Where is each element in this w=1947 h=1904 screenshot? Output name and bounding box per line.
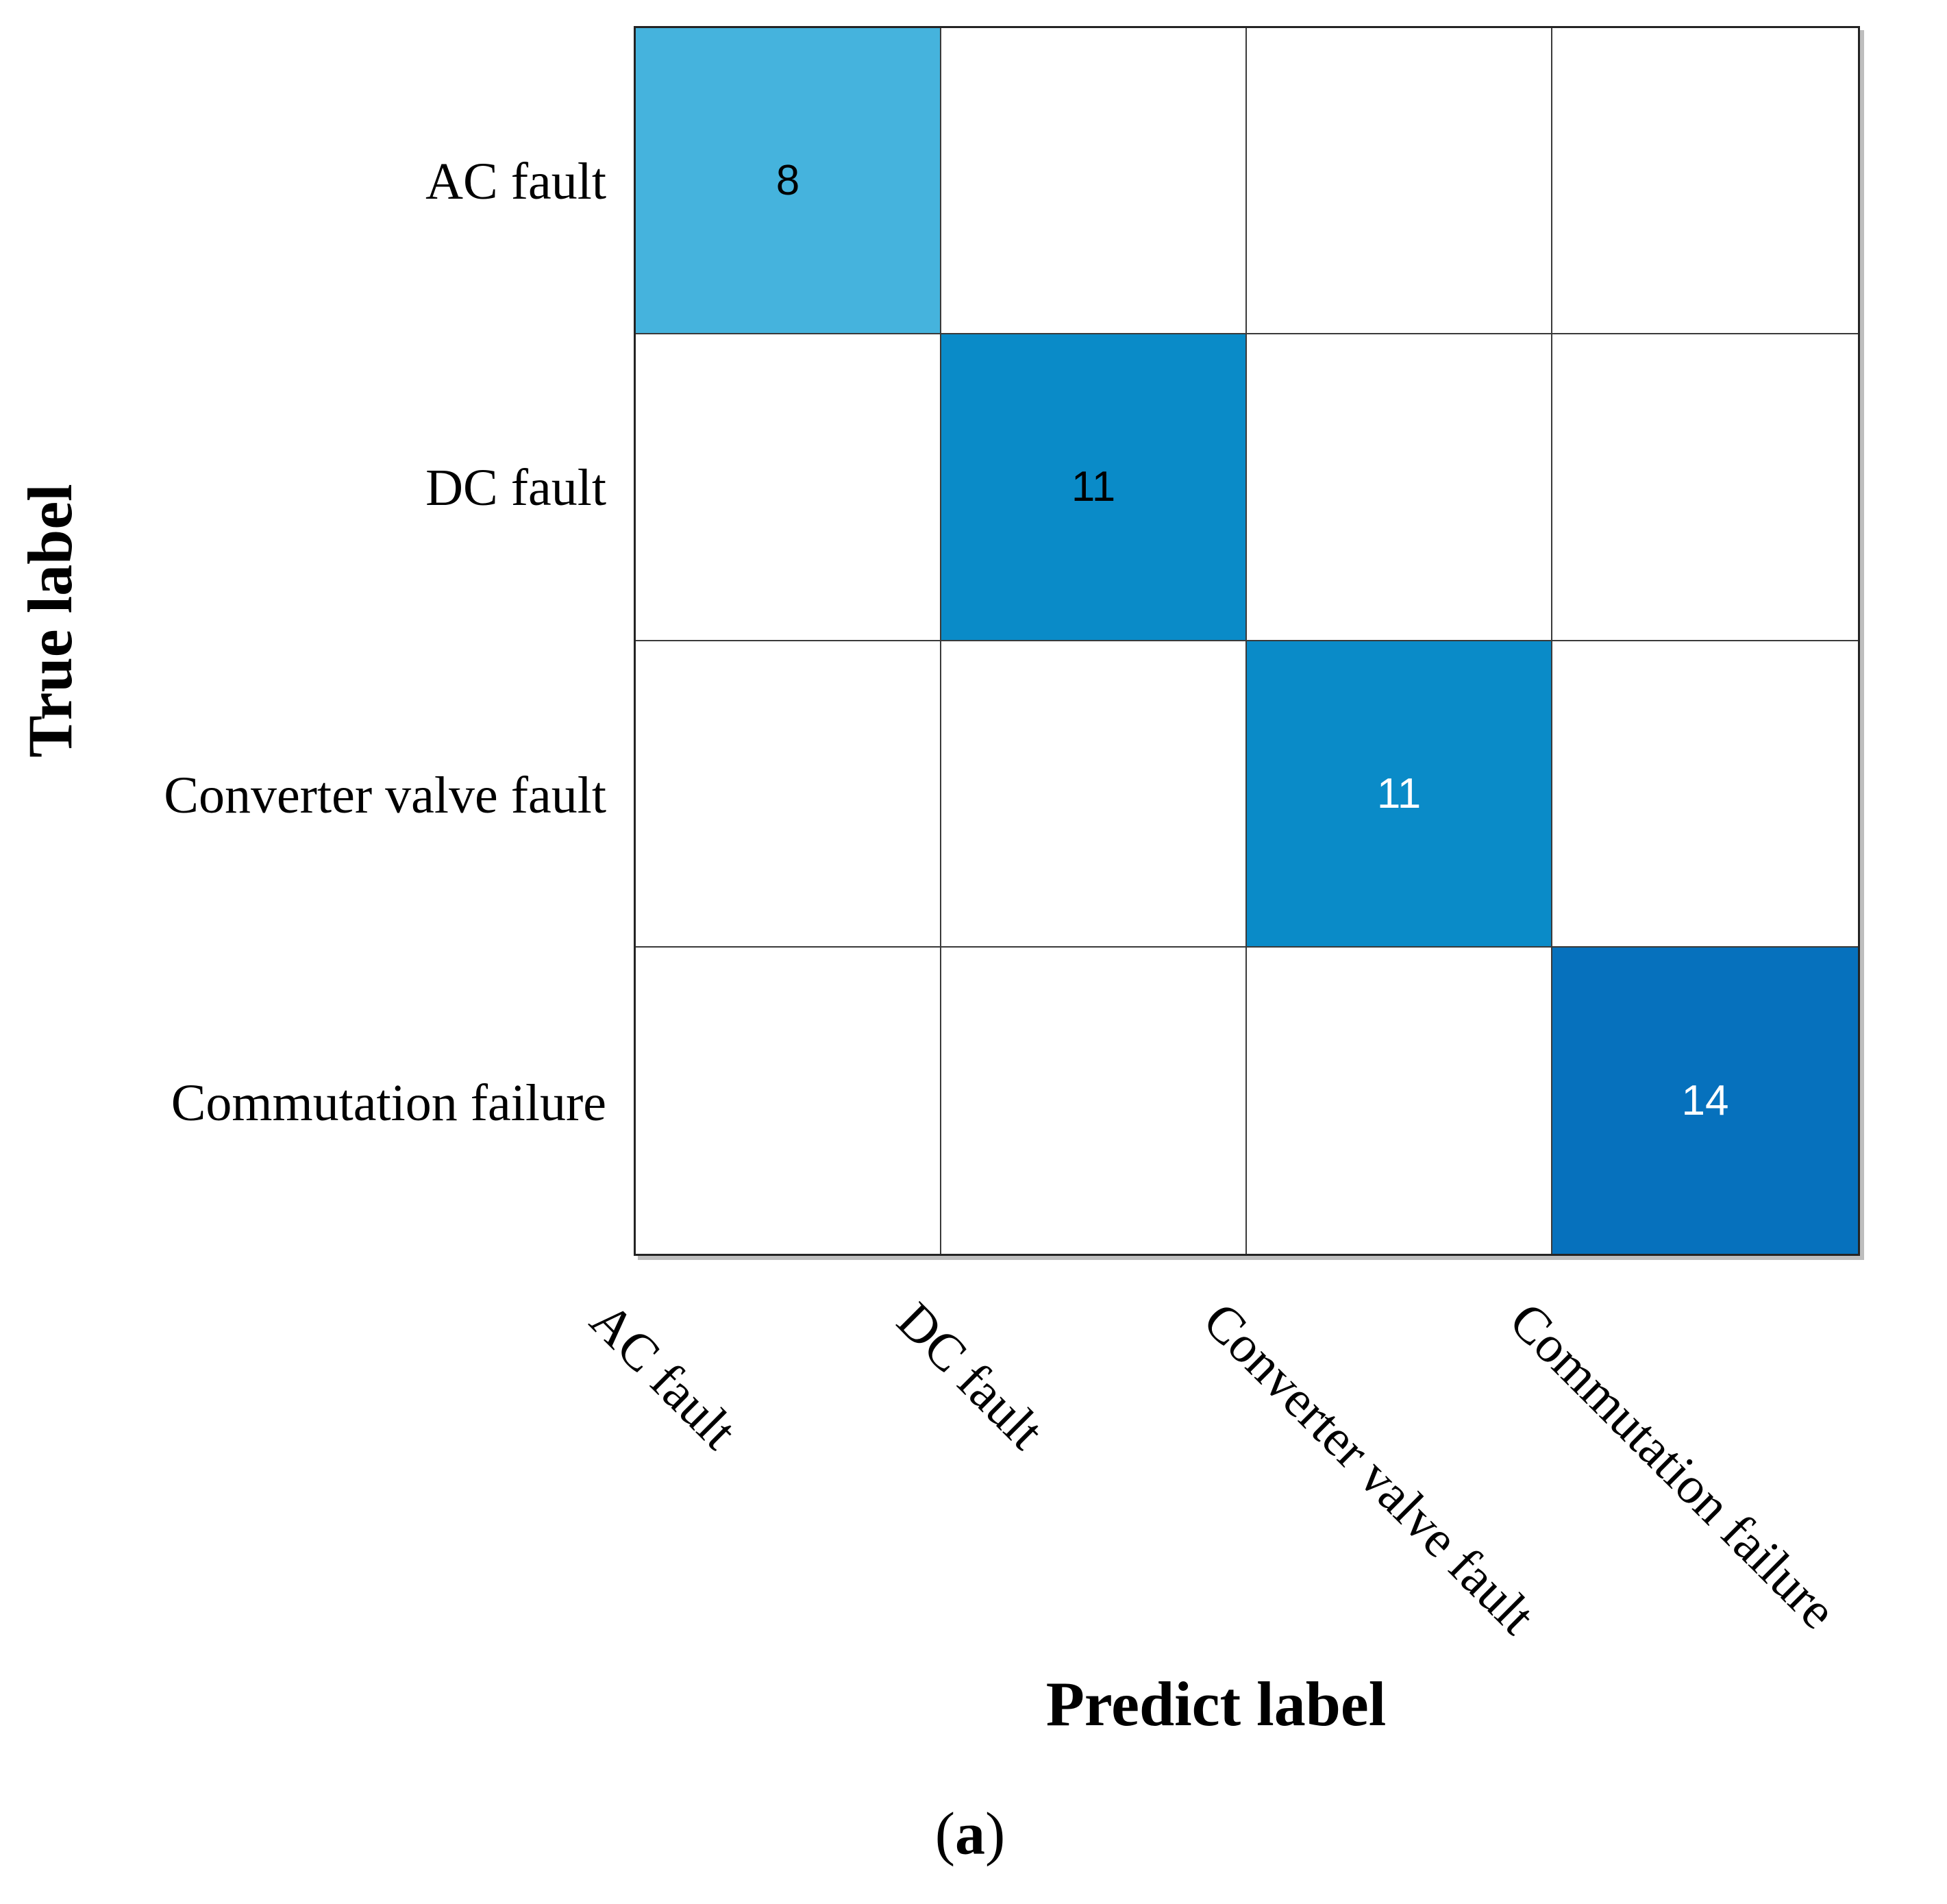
x-tick-label-dc-fault: DC fault xyxy=(886,1291,1055,1461)
matrix-cell xyxy=(1552,28,1858,335)
matrix-cell xyxy=(636,641,941,948)
y-axis-title: True label xyxy=(15,484,85,758)
x-tick-label-ac-fault: AC fault xyxy=(579,1291,748,1461)
x-axis-title: Predict label xyxy=(1045,1669,1387,1739)
x-tick-label-converter-valve-fault: Converter valve fault xyxy=(1192,1291,1546,1646)
matrix-cell xyxy=(941,641,1247,948)
y-tick-label-converter-valve-fault: Converter valve fault xyxy=(164,767,606,824)
matrix-cell xyxy=(941,28,1247,335)
caption-paren-close: ) xyxy=(985,1801,1006,1868)
matrix-cell: 11 xyxy=(1247,641,1552,948)
y-tick-label-commutation-failure: Commutation failure xyxy=(171,1074,606,1132)
matrix-cell xyxy=(1247,334,1552,641)
matrix-cell: 14 xyxy=(1552,947,1858,1254)
matrix-cell xyxy=(636,947,941,1254)
matrix-cell xyxy=(1552,334,1858,641)
matrix-cell xyxy=(1552,641,1858,948)
caption-letter: a xyxy=(955,1801,985,1868)
matrix-cell xyxy=(1247,947,1552,1254)
matrix-cell: 11 xyxy=(941,334,1247,641)
caption-paren-open: ( xyxy=(934,1801,955,1868)
figure-caption: (a) xyxy=(935,1800,1006,1869)
y-tick-label-ac-fault: AC fault xyxy=(425,153,606,210)
matrix-grid: 8 11 11 14 xyxy=(634,26,1860,1256)
matrix-cell xyxy=(1247,28,1552,335)
x-tick-label-commutation-failure: Commutation failure xyxy=(1498,1291,1848,1640)
matrix-cell xyxy=(941,947,1247,1254)
matrix-cell xyxy=(636,334,941,641)
y-tick-label-dc-fault: DC fault xyxy=(425,459,606,517)
matrix-cell: 8 xyxy=(636,28,941,335)
